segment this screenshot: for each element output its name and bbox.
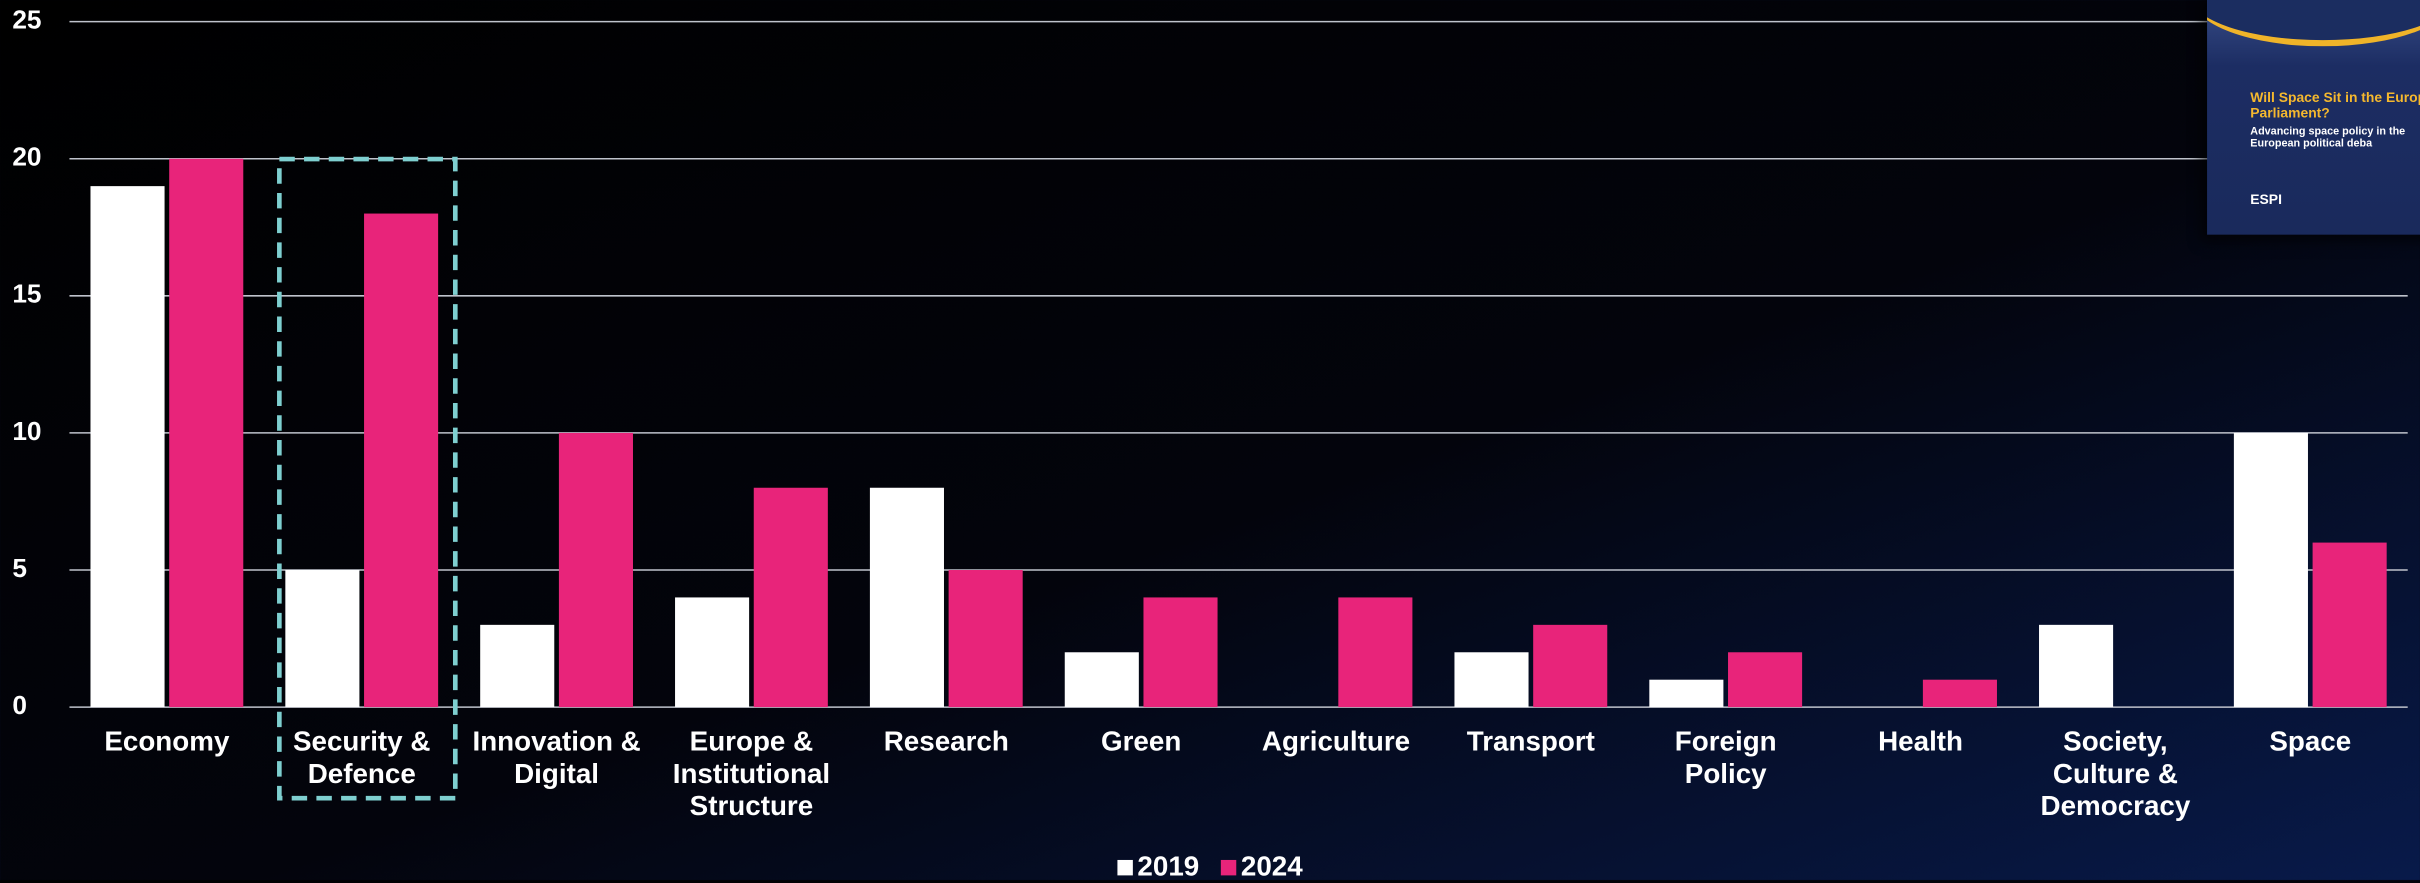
bar: [1454, 652, 1529, 708]
bar: [675, 597, 750, 708]
bar: [90, 186, 165, 708]
legend-item: 2019: [1117, 851, 1199, 883]
bar: [364, 213, 439, 708]
legend: 2019 2024: [0, 851, 2420, 883]
x-tick-label: Economy: [104, 725, 230, 757]
legend-swatch: [1220, 859, 1237, 875]
bar: [1064, 652, 1139, 708]
x-tick-label: Foreign Policy: [1674, 725, 1777, 789]
bar: [1338, 597, 1413, 708]
cover-art: [2207, 0, 2420, 47]
bar: [948, 570, 1023, 708]
x-tick-label: Health: [1878, 725, 1964, 757]
x-tick-label: Europe & Institutional Structure: [672, 725, 831, 822]
bar: [869, 487, 944, 708]
bar: [1922, 679, 1997, 708]
bar: [1728, 652, 1803, 708]
bar: [2233, 432, 2308, 708]
bar: [1533, 624, 1608, 708]
y-tick-label: 5: [12, 553, 27, 583]
x-tick-label: Innovation & Digital: [472, 725, 641, 789]
x-tick-label: Space: [2269, 725, 2352, 757]
report-cover: Will Space Sit in the European Parliamen…: [2207, 0, 2420, 235]
x-tick-label: Transport: [1466, 725, 1595, 757]
bar: [2312, 542, 2387, 708]
cover-subtitle: Advancing space policy in the European p…: [2250, 126, 2406, 150]
x-tick-label: Society, Culture & Democracy: [2040, 725, 2191, 822]
y-tick-label: 10: [12, 416, 41, 446]
y-tick-label: 25: [12, 5, 41, 35]
bar: [1649, 679, 1724, 708]
legend-swatch: [1117, 859, 1133, 875]
bar: [753, 487, 828, 708]
legend-item: 2024: [1220, 850, 1303, 883]
x-tick-label: Green: [1100, 725, 1182, 757]
legend-label: 2019: [1137, 850, 1200, 882]
bar: [558, 432, 633, 708]
x-tick-label: Research: [883, 725, 1009, 757]
cover-title: Will Space Sit in the European Parliamen…: [2250, 89, 2420, 121]
bar: [480, 624, 555, 708]
highlight-box: [277, 156, 458, 801]
y-tick-label: 20: [12, 142, 41, 172]
y-tick-label: 0: [12, 690, 27, 720]
bar: [285, 570, 360, 708]
legend-label: 2024: [1240, 850, 1303, 882]
x-tick-label: Security & Defence: [293, 725, 431, 789]
cover-logo: ESPI: [2250, 191, 2282, 207]
bar: [2039, 624, 2114, 708]
y-tick-label: 15: [12, 279, 41, 309]
bar: [1143, 597, 1218, 708]
bar: [169, 158, 244, 708]
x-tick-label: Agriculture: [1261, 725, 1411, 757]
